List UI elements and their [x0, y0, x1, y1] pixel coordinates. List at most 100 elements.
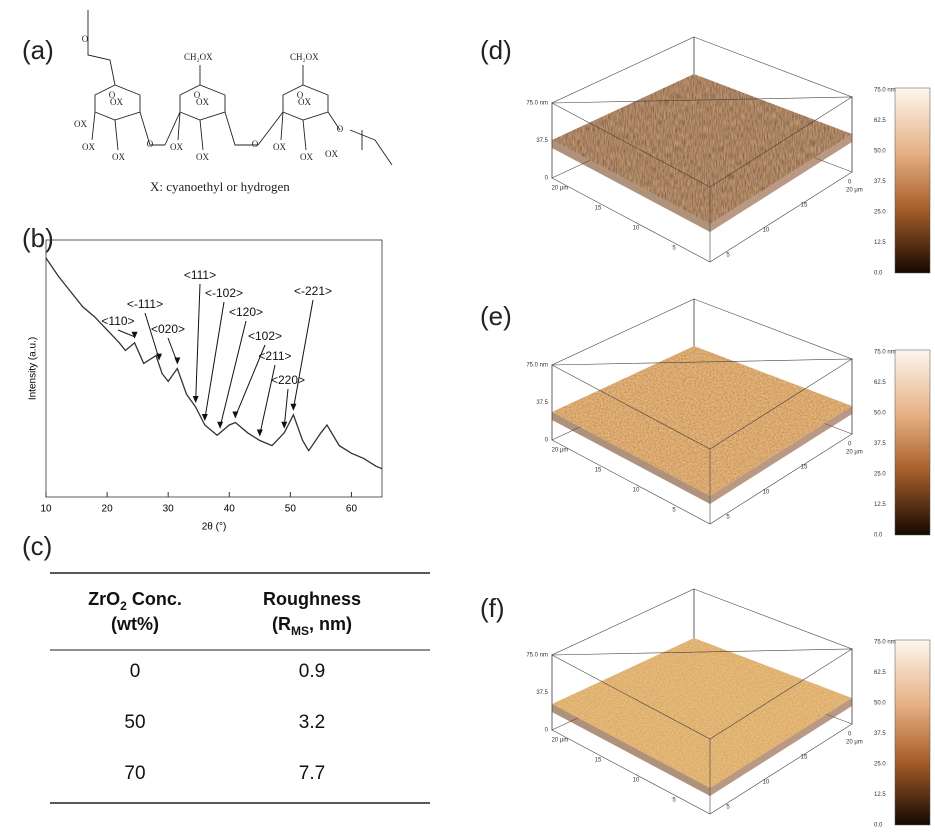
xy-label: 5	[726, 253, 730, 259]
arrow-head	[232, 411, 239, 419]
table-cell: 70	[124, 763, 145, 784]
colorbar-label: 0.0	[874, 271, 883, 277]
peak-label: <-102>	[205, 286, 243, 300]
z-label: 0	[545, 728, 549, 734]
surface-side	[710, 698, 852, 796]
z-label: 75.0 nm	[526, 363, 548, 369]
hydroxyl-label: OX	[196, 97, 209, 107]
oxygen-label: O	[252, 139, 259, 149]
hydroxyl-label: OX	[82, 142, 95, 152]
corner-label: 20 µm	[846, 188, 863, 194]
peak-arrow	[292, 299, 314, 409]
table-cell: 50	[124, 712, 145, 733]
peak-label: <110>	[101, 314, 134, 328]
header-part: , nm)	[309, 614, 352, 634]
box-front	[550, 358, 854, 450]
plot-frame	[45, 239, 383, 498]
colorbar-label: 37.5	[874, 731, 886, 737]
structure-caption: X: cyanoethyl or hydrogen	[150, 179, 290, 194]
x-tick-label: 30	[163, 504, 175, 515]
xy-label: 20 µm	[552, 738, 569, 744]
peak-label: <211>	[258, 349, 291, 363]
xy-label: 5	[726, 805, 730, 811]
xy-label: 15	[801, 755, 808, 761]
xy-label: 20 µm	[552, 448, 569, 454]
colorbar-label: 37.5	[874, 179, 886, 185]
colorbar-label: 0.0	[874, 823, 883, 829]
oxygen-label: O	[194, 90, 201, 100]
xy-label: 5	[672, 508, 676, 514]
peak-arrow	[283, 388, 289, 427]
peak-label: <120>	[229, 305, 263, 319]
z-label: 0	[545, 176, 549, 182]
colorbar-label: 0.0	[874, 533, 883, 539]
xy-label: 5	[726, 515, 730, 521]
panel-label: (c)	[22, 531, 52, 561]
peak-arrow	[219, 320, 247, 427]
xy-label: 20 µm	[552, 186, 569, 192]
xy-label: 15	[801, 465, 808, 471]
colorbar-label: 62.5	[874, 380, 886, 386]
z-label: 0	[545, 438, 549, 444]
arrow-head	[256, 429, 263, 437]
surface-side	[552, 140, 710, 232]
x-tick-label: 40	[224, 504, 236, 515]
colorbar-label: 12.5	[874, 240, 886, 246]
xy-label: 5	[672, 798, 676, 804]
arrow-head	[290, 403, 297, 411]
group-label: CH₂OX	[184, 52, 213, 62]
corner-label: 0	[848, 180, 852, 186]
table-cell: 3.2	[299, 712, 325, 733]
peak-arrow	[144, 312, 160, 359]
colorbar-label: 50.0	[874, 149, 886, 155]
corner-label: 0	[848, 732, 852, 738]
xy-label: 15	[595, 468, 602, 474]
colorbar-label: 12.5	[874, 792, 886, 798]
oxygen-label: O	[297, 90, 304, 100]
peak-label: <111>	[184, 268, 216, 282]
arrow-head	[156, 353, 163, 361]
surface-side	[710, 134, 852, 232]
oxygen-label: O	[109, 90, 116, 100]
colorbar-label: 62.5	[874, 118, 886, 124]
x-axis-label: 2θ (°)	[202, 522, 227, 533]
colorbar	[894, 349, 931, 536]
header-part: MS	[291, 624, 309, 638]
peak-label: <-221>	[294, 284, 332, 298]
xy-label: 10	[633, 778, 640, 784]
table-cell: 0	[130, 661, 141, 682]
surface-side	[552, 704, 710, 796]
bonds	[91, 111, 165, 151]
peak-label: <-111>	[127, 297, 163, 311]
xy-label: 10	[763, 228, 770, 234]
surface-side	[552, 412, 710, 504]
peak-label: <020>	[151, 322, 185, 336]
xy-label: 5	[672, 246, 676, 252]
header-part: Conc.	[127, 589, 182, 609]
x-tick-label: 60	[346, 504, 358, 515]
surface-side	[710, 406, 852, 504]
xy-label: 10	[633, 488, 640, 494]
hydroxyl-label: OX	[325, 149, 338, 159]
table-header: (wt%)	[111, 614, 159, 634]
table-header: Roughness	[263, 589, 361, 609]
peak-label: <220>	[271, 373, 305, 387]
oxygen-label: O	[82, 34, 89, 44]
z-label: 37.5	[536, 138, 548, 144]
colorbar-label: 25.0	[874, 762, 886, 768]
hydroxyl-label: OX	[110, 97, 123, 107]
box-front	[550, 648, 854, 740]
oxygen-label: O	[147, 139, 154, 149]
header-part: 2	[120, 599, 127, 613]
panel-label: (d)	[480, 35, 512, 65]
bonds	[87, 10, 393, 166]
hydroxyl-label: OX	[170, 142, 183, 152]
group-label: CH₂OX	[290, 52, 319, 62]
table-header: (RMS, nm)	[272, 614, 352, 638]
hydroxyl-label: OX	[196, 152, 209, 162]
corner-label: 20 µm	[846, 450, 863, 456]
xy-label: 15	[801, 203, 808, 209]
